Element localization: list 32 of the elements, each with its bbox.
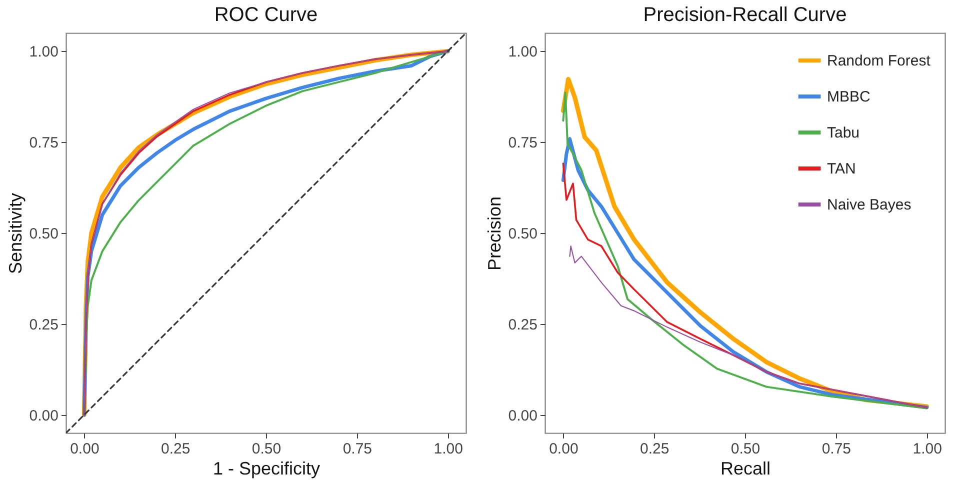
x-tick-label: 0.75 [822,440,852,458]
x-tick-label: 0.50 [730,440,760,458]
x-tick-label: 1.00 [912,440,942,458]
x-tick-label: 0.25 [160,440,190,458]
legend-label: Random Forest [827,52,932,70]
y-tick-label: 0.25 [508,316,538,334]
y-axis-title: Precision [484,196,504,271]
y-tick-label: 0.75 [508,134,538,152]
legend-label: TAN [827,160,856,178]
y-tick-label: 0.00 [508,407,538,424]
y-tick-label: 0.75 [29,134,58,152]
line-series [569,246,928,408]
x-axis-title: 1 - Specificity [212,458,320,478]
y-tick-label: 1.00 [29,44,58,61]
y-axis-title: Sensitivity [5,192,26,274]
legend-label: Tabu [827,124,860,142]
x-axis-title: Recall [720,458,771,478]
y-tick-label: 0.00 [29,407,58,424]
y-tick-label: 0.50 [29,226,58,242]
x-tick-label: 0.00 [70,440,100,458]
x-tick-label: 0.00 [549,440,578,458]
y-tick-label: 1.00 [508,44,538,61]
legend-label: MBBC [827,88,871,106]
x-tick-label: 0.75 [342,440,372,458]
chart-title: ROC Curve [214,4,318,26]
legend-label: Naive Bayes [827,196,912,214]
x-tick-label: 1.00 [434,440,463,458]
chart-title: Precision-Recall Curve [643,4,847,26]
y-tick-label: 0.25 [29,316,58,334]
y-tick-label: 0.50 [508,226,538,242]
x-tick-label: 0.50 [252,440,282,458]
x-tick-label: 0.25 [640,440,670,458]
